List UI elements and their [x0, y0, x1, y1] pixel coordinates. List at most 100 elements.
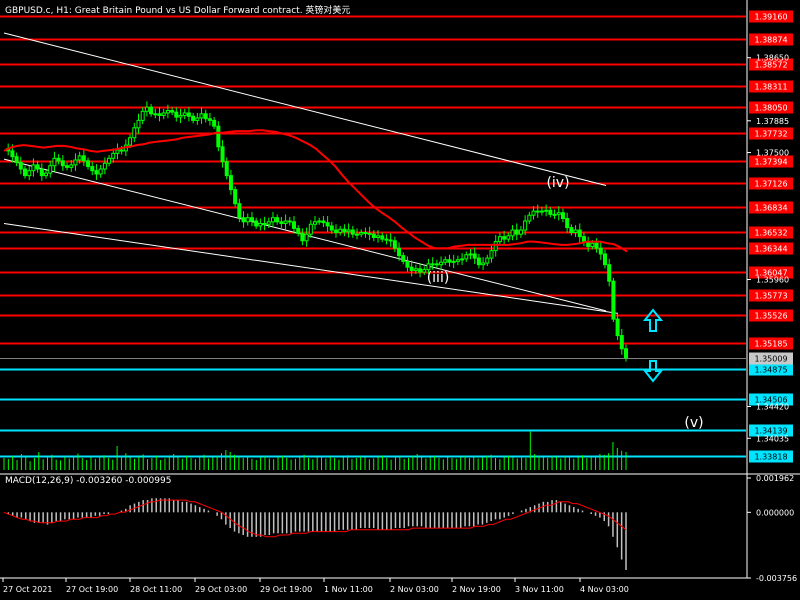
- candle-body: [178, 114, 183, 118]
- candle-body: [531, 210, 536, 216]
- candle-body: [258, 222, 263, 227]
- candle-body: [203, 113, 208, 120]
- candle-body: [481, 262, 486, 266]
- candle-body: [573, 229, 578, 234]
- candle-body: [607, 264, 612, 282]
- candle-body: [619, 335, 624, 350]
- volume-bars: [3, 431, 627, 470]
- candle-body: [325, 222, 330, 227]
- resistance-level-tag: [749, 80, 793, 93]
- candle-body: [212, 119, 217, 127]
- candle-body: [241, 217, 246, 223]
- price-tick-label: 1.37885: [756, 117, 789, 126]
- time-axis: 27 Oct 2021 27 Oct 19:00 28 Oct 11:00 29 Oc…: [2, 578, 629, 594]
- candle-body: [422, 269, 427, 273]
- candle-body: [367, 232, 372, 235]
- candle-body: [14, 156, 19, 163]
- resistance-level-tag: [749, 177, 793, 190]
- candle-body: [90, 166, 95, 172]
- candle-body: [237, 203, 242, 219]
- candle-body: [270, 217, 275, 223]
- candle-body: [624, 348, 628, 359]
- candle-body: [556, 212, 561, 215]
- candle-body: [539, 210, 544, 213]
- candle-body: [207, 118, 212, 121]
- candle-body: [489, 250, 494, 259]
- candle-body: [434, 263, 439, 266]
- candle-body: [384, 238, 389, 241]
- resistance-level-tag: [749, 10, 793, 23]
- candle-body: [195, 117, 200, 121]
- candle-body: [590, 242, 595, 248]
- support-level-tag: [749, 424, 793, 437]
- candle-body: [329, 225, 334, 231]
- candle-body: [615, 318, 620, 337]
- channel-line: [3, 32, 607, 187]
- price-tick-label: 1.34035: [756, 434, 789, 443]
- resistance-level-label: 1.35526: [754, 312, 787, 321]
- candle-body: [451, 260, 456, 263]
- candle-body: [140, 110, 145, 121]
- time-tick-label: 2 Nov 19:00: [452, 585, 501, 594]
- resistance-level-label: 1.36344: [754, 245, 787, 254]
- candle-body: [262, 222, 267, 225]
- candle-body: [107, 157, 112, 164]
- candle-body: [73, 159, 78, 166]
- up-arrow-icon: [642, 308, 664, 332]
- candle-body: [48, 165, 53, 174]
- candle-body: [359, 232, 364, 235]
- candle-body: [338, 228, 343, 234]
- candle-body: [65, 165, 70, 168]
- candle-body: [186, 112, 191, 117]
- support-level-label: 1.34139: [754, 427, 787, 436]
- candle-body: [165, 109, 170, 114]
- candle-body: [199, 113, 204, 119]
- candle-body: [52, 157, 57, 167]
- resistance-level-label: 1.36532: [754, 229, 787, 238]
- candle-body: [460, 258, 465, 261]
- candle-body: [44, 172, 49, 177]
- candle-body: [426, 263, 431, 271]
- resistance-level-tag: [749, 242, 793, 255]
- moving-average-line: [3, 129, 628, 253]
- resistance-level-tag: [749, 155, 793, 168]
- candle-body: [69, 164, 74, 168]
- support-level-label: 1.34506: [754, 396, 787, 405]
- resistance-level-label: 1.37732: [754, 130, 787, 139]
- macd-tick-label: -0.003756: [756, 574, 797, 583]
- candle-body: [144, 106, 149, 112]
- resistance-level-tag: [749, 289, 793, 302]
- macd-signal-line: [3, 499, 627, 538]
- candle-body: [346, 229, 351, 233]
- candle-body: [430, 263, 435, 266]
- candle-body: [283, 220, 288, 224]
- candle-body: [569, 227, 574, 234]
- candle-body: [380, 235, 385, 240]
- candle-body: [275, 217, 280, 223]
- candle-body: [18, 161, 23, 170]
- resistance-level-label: 1.35773: [754, 292, 787, 301]
- resistance-level-label: 1.39160: [754, 13, 787, 22]
- candle-body: [245, 217, 250, 223]
- price-tick-label: 1.37500: [756, 149, 789, 158]
- candle-body: [510, 229, 515, 237]
- time-tick-label: 29 Oct 19:00: [260, 585, 312, 594]
- candle-body: [388, 239, 393, 242]
- support-level-tag: [749, 393, 793, 406]
- candle-body: [565, 218, 570, 229]
- time-tick-label: 4 Nov 03:00: [580, 585, 629, 594]
- candle-body: [535, 210, 540, 213]
- resistance-level-label: 1.38572: [754, 61, 787, 70]
- candle-body: [447, 259, 452, 263]
- resistance-level-label: 1.38874: [754, 36, 787, 45]
- candle-body: [10, 150, 15, 158]
- time-tick-label: 1 Nov 11:00: [324, 585, 373, 594]
- candle-body: [334, 229, 339, 234]
- candle-body: [157, 113, 162, 116]
- resistance-level-tag: [749, 58, 793, 71]
- candle-body: [321, 220, 326, 224]
- time-tick-label: 29 Oct 03:00: [195, 585, 247, 594]
- macd-panel: 0.001962 0.000000 -0.003756: [0, 473, 800, 583]
